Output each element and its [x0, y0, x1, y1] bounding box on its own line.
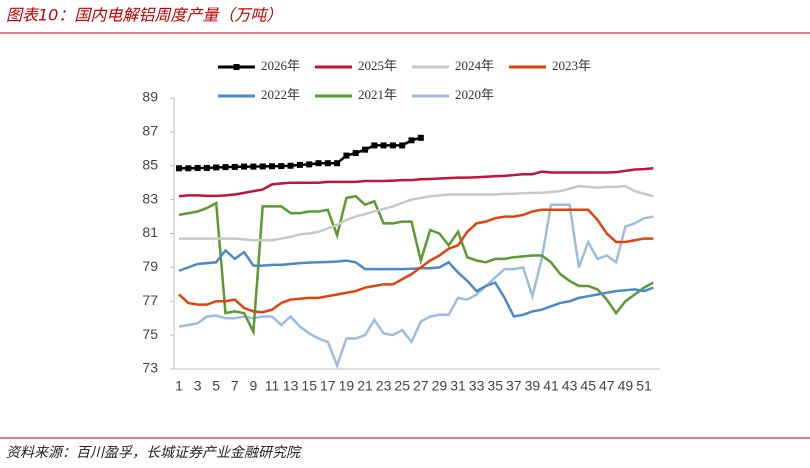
x-tick-label: 3	[194, 378, 202, 394]
point	[343, 152, 350, 159]
point	[371, 142, 378, 149]
series-line	[178, 167, 654, 198]
x-tick-label: 47	[599, 378, 615, 394]
x-tick-label: 51	[636, 378, 652, 394]
point	[241, 163, 248, 170]
legend-marker	[233, 64, 240, 70]
point	[296, 161, 303, 168]
legend-label: 2021年	[358, 87, 397, 102]
x-tick-label: 27	[413, 378, 429, 394]
point	[352, 150, 359, 157]
x-tick-label: 33	[469, 378, 485, 394]
x-tick-label: 41	[543, 378, 559, 394]
point	[231, 163, 238, 170]
x-tick-label: 49	[618, 378, 634, 394]
point	[250, 163, 257, 170]
y-tick-label: 73	[142, 360, 158, 376]
chart-title: 图表10：国内电解铝周度产量（万吨）	[6, 6, 282, 25]
x-tick-label: 31	[450, 378, 466, 394]
y-tick-label: 89	[142, 89, 158, 105]
x-tick-label: 39	[525, 378, 541, 394]
point	[194, 164, 201, 171]
point	[399, 142, 406, 149]
point	[408, 137, 415, 144]
y-tick-label: 81	[142, 224, 158, 240]
x-tick-label: 5	[212, 378, 220, 394]
x-tick-label: 29	[432, 378, 448, 394]
y-tick-label: 77	[142, 292, 158, 308]
point	[380, 142, 387, 149]
point	[203, 164, 210, 171]
point	[324, 160, 331, 167]
legend-label: 2020年	[455, 87, 494, 102]
point	[278, 163, 285, 170]
point	[185, 165, 192, 172]
x-tick-label: 43	[562, 378, 578, 394]
series-line	[178, 208, 654, 314]
x-tick-label: 35	[487, 378, 503, 394]
x-tick-label: 45	[580, 378, 596, 394]
x-tick-label: 1	[175, 378, 183, 394]
point	[334, 160, 341, 167]
point	[315, 160, 322, 167]
y-tick-label: 87	[142, 123, 158, 139]
point	[362, 146, 368, 153]
series-line	[178, 194, 654, 337]
series-line	[178, 203, 654, 370]
x-tick-label: 17	[320, 378, 336, 394]
point	[417, 134, 424, 141]
y-tick-label: 85	[142, 156, 158, 172]
point	[269, 163, 275, 170]
x-tick-label: 9	[250, 378, 258, 394]
x-tick-label: 23	[376, 378, 392, 394]
point	[259, 163, 266, 170]
x-tick-label: 19	[339, 378, 355, 394]
point	[176, 165, 182, 172]
x-tick-label: 11	[265, 378, 280, 394]
legend-label: 2026年	[261, 58, 300, 73]
y-tick-label: 75	[142, 326, 158, 342]
point	[389, 142, 396, 149]
series-line	[179, 184, 654, 242]
point	[213, 164, 220, 171]
x-tick-label: 25	[394, 378, 410, 394]
x-tick-label: 21	[357, 378, 373, 394]
y-tick-label: 79	[142, 258, 158, 274]
source: 资料来源：百川盈孚，长城证券产业金融研究院	[6, 445, 302, 461]
series-line	[178, 248, 654, 318]
legend-label: 2022年	[261, 87, 300, 102]
point	[222, 164, 229, 171]
legend-label: 2025年	[358, 58, 397, 73]
y-tick-label: 83	[142, 190, 158, 206]
legend-label: 2023年	[552, 58, 591, 73]
x-tick-label: 13	[283, 378, 299, 394]
x-tick-label: 15	[301, 378, 317, 394]
point	[306, 161, 313, 168]
legend-label: 2024年	[455, 58, 494, 73]
point	[287, 162, 294, 169]
x-tick-label: 7	[231, 378, 239, 394]
x-tick-label: 37	[506, 378, 522, 394]
